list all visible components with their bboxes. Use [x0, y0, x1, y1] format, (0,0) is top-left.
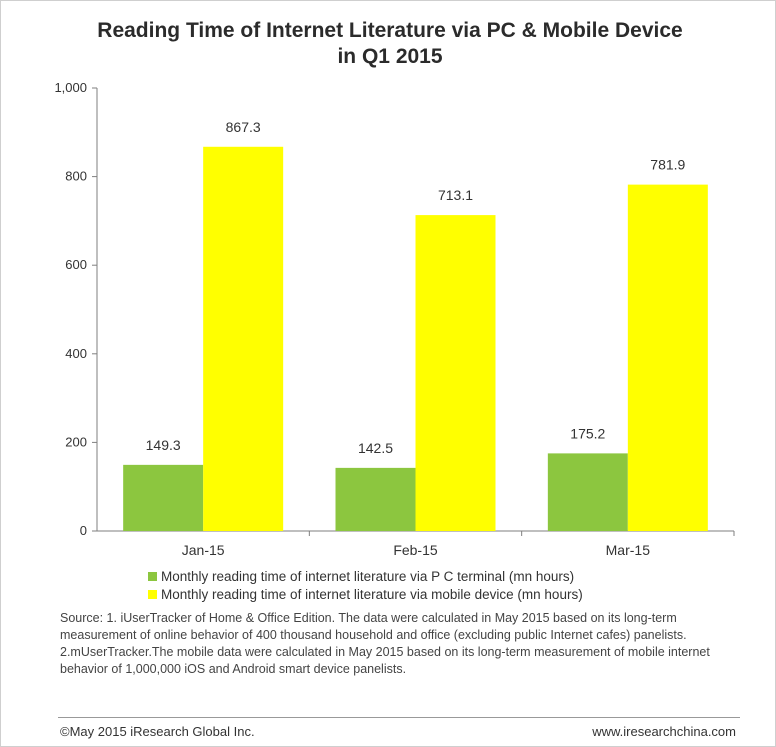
chart-title-line2: in Q1 2015: [337, 45, 443, 68]
legend-label-mobile: Monthly reading time of internet literat…: [161, 586, 583, 602]
bar-value-label: 175.2: [570, 425, 605, 441]
bar-value-label: 149.3: [146, 437, 181, 453]
chart-bars: [123, 146, 708, 532]
y-tick-label: 200: [65, 434, 87, 449]
bar-chart: 0 200 400 600 800 1,000 Jan-15 149.3 867.3 Feb-1…: [54, 80, 735, 558]
bar-mobile: [203, 146, 284, 531]
y-tick-label: 1,000: [54, 80, 87, 95]
x-category-label: Jan-15: [182, 542, 225, 558]
y-tick-label: 400: [65, 346, 87, 361]
y-tick-label: 600: [65, 257, 87, 272]
x-category-label: Mar-15: [606, 542, 651, 558]
y-tick-label: 800: [65, 169, 87, 184]
bar-value-label: 781.9: [650, 157, 685, 173]
chart-labels: Jan-15 149.3 867.3 Feb-15 142.5 713.1 Mar-15 17…: [146, 119, 686, 558]
x-category-label: Feb-15: [393, 542, 438, 558]
legend-item-pc: Monthly reading time of internet literat…: [148, 567, 583, 585]
footer-website: www.iresearchchina.com: [592, 724, 736, 739]
legend-label-pc: Monthly reading time of internet literat…: [161, 568, 575, 584]
bar-mobile: [415, 215, 496, 532]
chart-title: Reading Time of Internet Literature via …: [97, 19, 683, 42]
footer-divider: [58, 717, 740, 718]
bar-value-label: 713.1: [438, 187, 473, 203]
bar-mobile: [627, 184, 708, 532]
source-note: Source: 1. iUserTracker of Home & Office…: [60, 611, 710, 676]
legend-item-mobile: Monthly reading time of internet literat…: [148, 585, 583, 603]
legend-swatch-pc: [148, 571, 157, 581]
bar-value-label: 867.3: [226, 119, 261, 135]
y-tick-label: 0: [80, 523, 87, 538]
bar-value-label: 142.5: [358, 440, 393, 456]
bar-pc: [123, 464, 204, 531]
legend: Monthly reading time of internet literat…: [148, 567, 583, 603]
bar-pc: [547, 453, 628, 531]
legend-swatch-mobile: [148, 589, 157, 599]
footer-copyright: ©May 2015 iResearch Global Inc.: [60, 724, 255, 739]
bar-pc: [335, 467, 416, 531]
